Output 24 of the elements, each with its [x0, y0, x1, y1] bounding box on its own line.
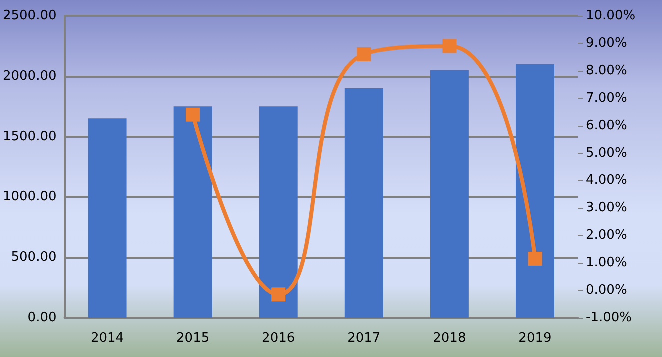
y-tick-label: 1000.00	[2, 190, 57, 205]
y2-tick-label: 4.00%	[586, 173, 628, 188]
x-tick-label: 2018	[433, 331, 466, 346]
x-tick-label: 2017	[348, 331, 381, 346]
y2-tick-label: 7.00%	[586, 90, 628, 106]
y2-tick-label: 0.00%	[586, 283, 628, 298]
y2-tick-label: 3.00%	[586, 200, 628, 216]
y2-tick-label: 9.00%	[586, 36, 628, 51]
y-tick-label: 2500.00	[2, 8, 57, 24]
y2-tick-label: -1.00%	[586, 310, 632, 326]
x-tick-label: 2015	[176, 331, 210, 346]
y2-tick-label: 10.00%	[586, 8, 636, 24]
x-tick-label: 2019	[518, 331, 552, 346]
y2-tick-label: 2.00%	[586, 228, 628, 244]
y-tick-label: 0.00	[28, 310, 57, 326]
y2-tick-label: 6.00%	[586, 118, 628, 134]
y2-tick-label: 5.00%	[586, 146, 628, 161]
y2-tick-label: 1.00%	[586, 256, 628, 271]
y-tick-label: 1500.00	[2, 129, 57, 144]
y-tick-label: 2000.00	[2, 68, 57, 84]
x-tick-label: 2016	[262, 331, 296, 346]
y2-tick-label: 8.00%	[586, 63, 628, 78]
y-tick-label: 500.00	[11, 250, 57, 266]
x-tick-label: 2014	[90, 331, 124, 346]
